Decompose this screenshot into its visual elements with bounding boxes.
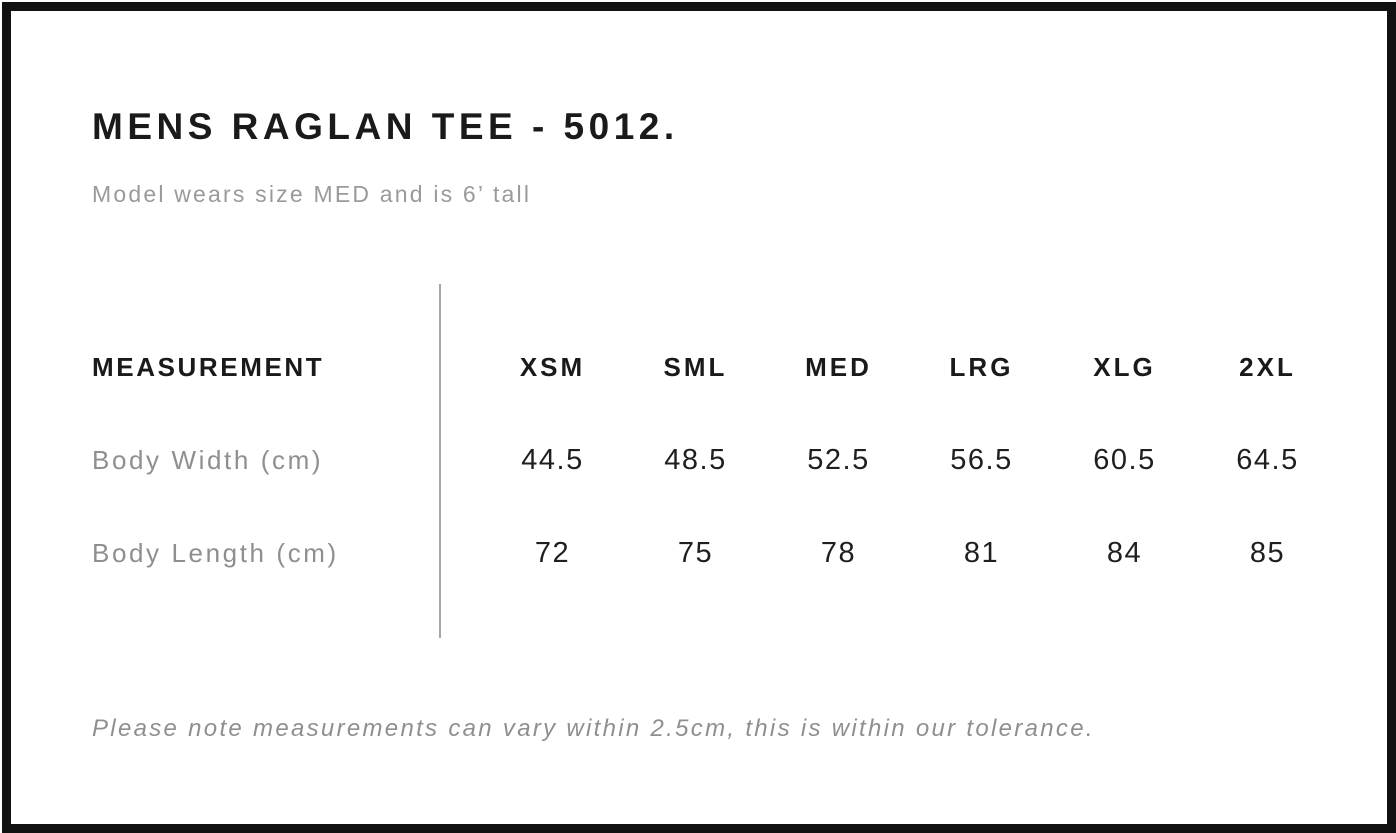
body-length-2xl-value: 85 — [1249, 537, 1286, 569]
body-length-xsm-value: 72 — [534, 537, 571, 569]
column-header-xsm: XSM — [519, 352, 586, 382]
column-header-med: MED — [805, 352, 872, 382]
column-header-measurement: MEASUREMENT — [92, 352, 325, 382]
page-title: MENS RAGLAN TEE - 5012. — [92, 106, 679, 147]
model-size-note: Model wears size MED and is 6’ tall — [92, 181, 532, 207]
tolerance-note: Please note measurements can vary within… — [92, 715, 1095, 742]
table-row-body-width: Body Width (cm) 44.5 48.5 52.5 56.5 60.5… — [92, 414, 1356, 507]
column-header-lrg: LRG — [949, 352, 1014, 382]
body-length-sml-value: 75 — [677, 537, 714, 569]
body-width-2xl-value: 64.5 — [1236, 444, 1299, 476]
column-header-xlg: XLG — [1093, 352, 1156, 382]
body-width-xsm-value: 44.5 — [521, 444, 584, 476]
body-length-lrg-value: 81 — [963, 537, 1000, 569]
row-label-body-width: Body Width (cm) — [92, 445, 324, 475]
body-width-xlg-value: 60.5 — [1093, 444, 1156, 476]
column-header-2xl: 2XL — [1239, 352, 1296, 382]
body-width-sml-value: 48.5 — [664, 444, 727, 476]
table-row-body-length: Body Length (cm) 72 75 78 81 84 85 — [92, 507, 1356, 600]
body-length-med-value: 78 — [820, 537, 857, 569]
size-chart-table: MEASUREMENT XSM SML MED LRG XLG 2XL Body… — [92, 321, 1356, 600]
row-label-body-length: Body Length (cm) — [92, 538, 339, 568]
size-chart-header-row: MEASUREMENT XSM SML MED LRG XLG 2XL — [92, 321, 1356, 414]
table-divider-line — [439, 284, 441, 638]
body-length-xlg-value: 84 — [1106, 537, 1143, 569]
body-width-lrg-value: 56.5 — [950, 444, 1013, 476]
body-width-med-value: 52.5 — [807, 444, 870, 476]
column-header-sml: SML — [663, 352, 728, 382]
